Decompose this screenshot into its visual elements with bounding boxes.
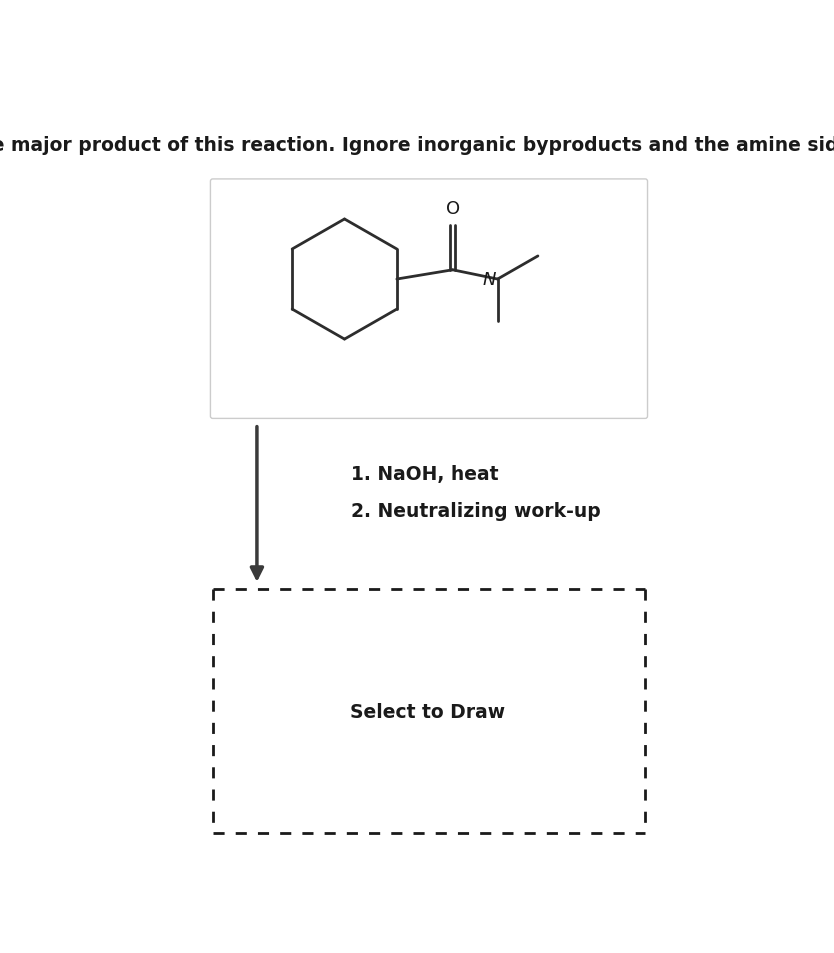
Text: 2. Neutralizing work-up: 2. Neutralizing work-up (351, 501, 600, 520)
Text: 1. NaOH, heat: 1. NaOH, heat (351, 465, 498, 484)
Text: N: N (483, 271, 496, 289)
Text: Select to Draw: Select to Draw (349, 701, 505, 720)
Text: O: O (445, 200, 460, 218)
FancyBboxPatch shape (210, 180, 647, 419)
Text: Draw the major product of this reaction. Ignore inorganic byproducts and the ami: Draw the major product of this reaction.… (0, 136, 834, 155)
